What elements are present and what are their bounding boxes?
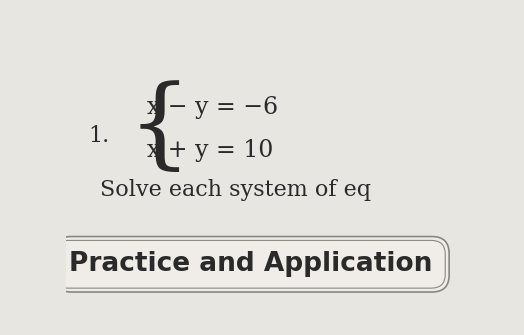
- Text: x + y = 10: x + y = 10: [147, 139, 273, 162]
- Text: {: {: [127, 81, 191, 177]
- FancyBboxPatch shape: [54, 237, 449, 292]
- Text: Practice and Application: Practice and Application: [69, 251, 433, 277]
- Text: 1.: 1.: [89, 125, 110, 147]
- Text: x − y = −6: x − y = −6: [147, 96, 278, 119]
- Text: Solve each system of eq: Solve each system of eq: [101, 179, 372, 201]
